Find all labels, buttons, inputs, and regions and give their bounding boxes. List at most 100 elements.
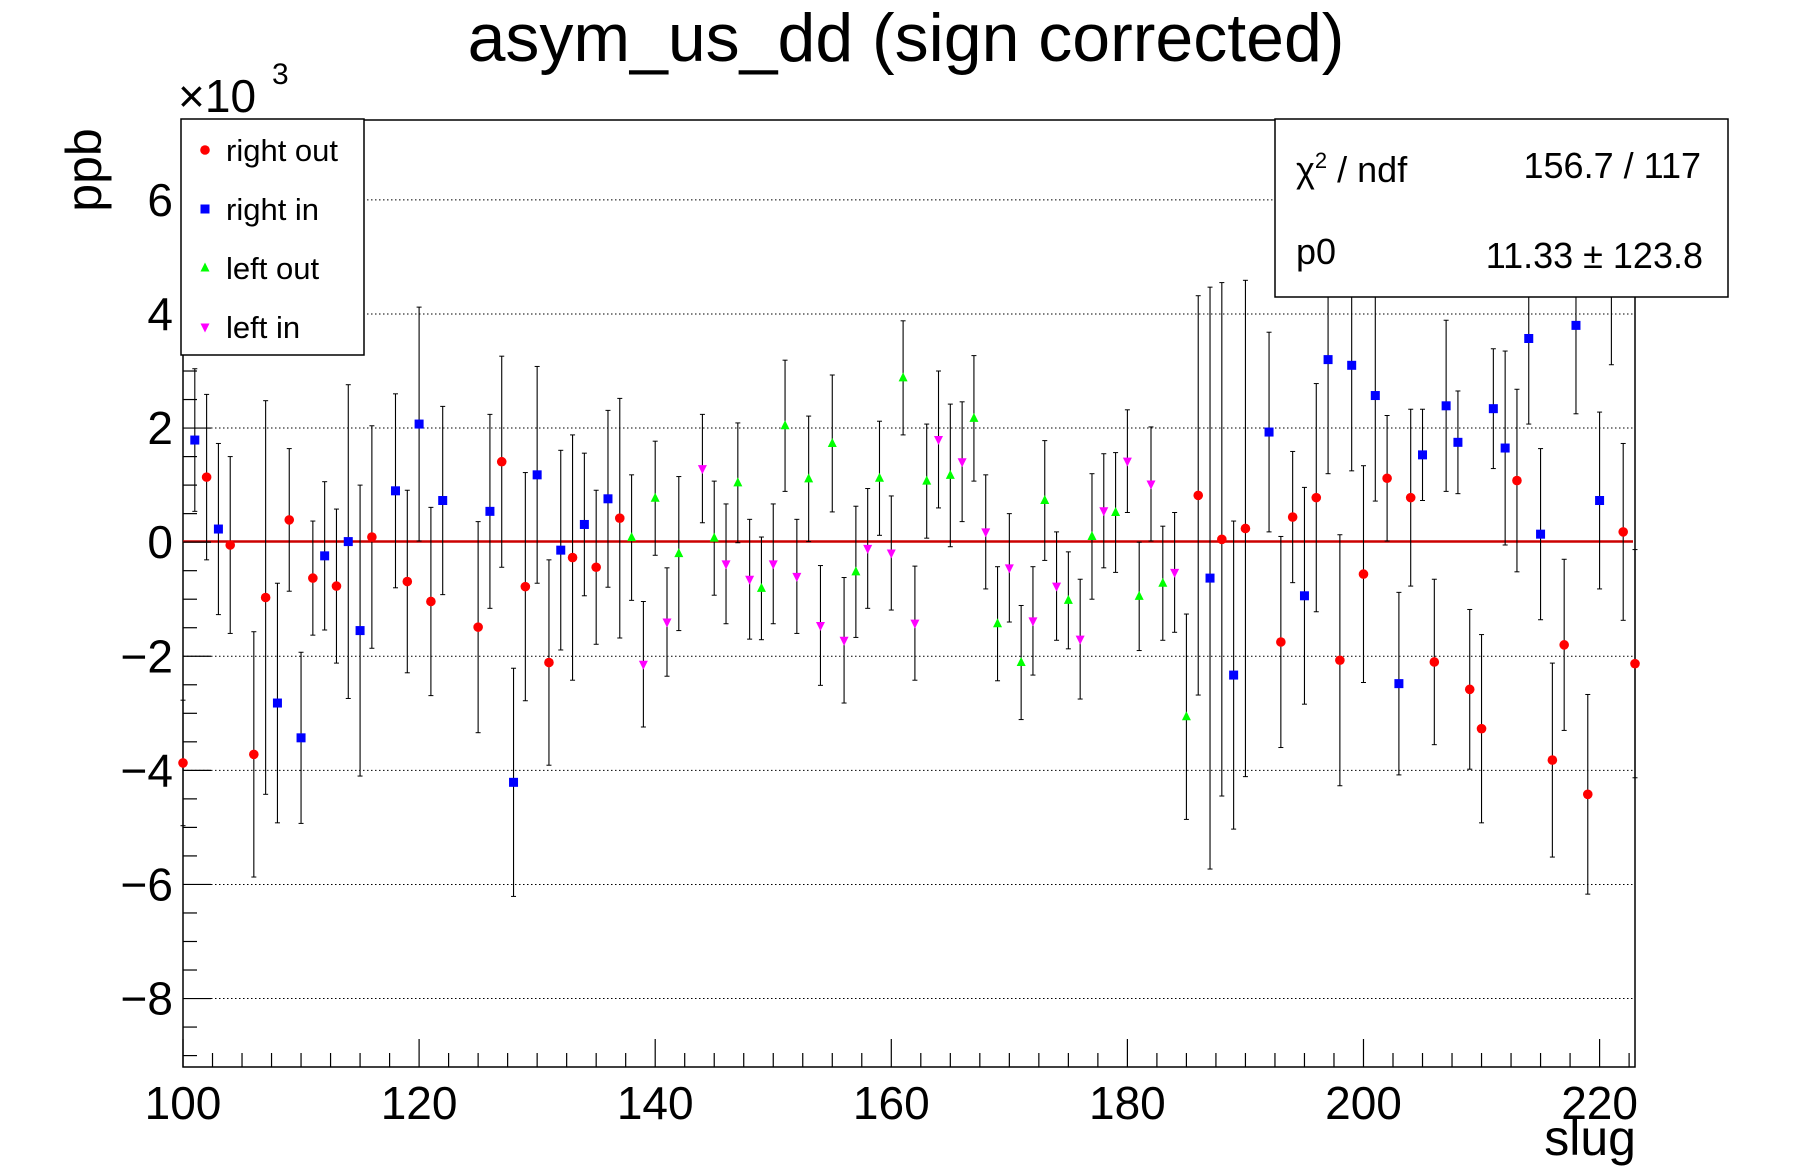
data-point-right-in xyxy=(296,733,306,743)
legend-label: right out xyxy=(226,133,338,168)
data-point-left-in xyxy=(662,618,672,628)
data-point-left-in xyxy=(957,458,967,468)
stats-p0-label: p0 xyxy=(1296,231,1336,272)
data-point-left-out xyxy=(709,532,719,542)
data-point-right-out xyxy=(591,562,601,573)
data-point-right-in xyxy=(1347,360,1357,370)
data-point-left-out xyxy=(898,372,908,382)
data-point-left-in xyxy=(697,465,707,475)
y-multiplier-exponent: 3 xyxy=(272,58,289,91)
data-point-left-out xyxy=(780,420,790,430)
data-point-left-in xyxy=(721,560,731,570)
data-point-right-in xyxy=(603,494,613,504)
data-point-right-out xyxy=(614,513,625,523)
y-tick-label: 0 xyxy=(147,516,173,568)
data-point-left-in xyxy=(815,621,825,631)
data-point-right-in xyxy=(190,435,200,445)
stats-box-frame xyxy=(1274,118,1729,298)
x-tick-label: 100 xyxy=(145,1077,222,1129)
data-point-left-out xyxy=(922,475,932,485)
data-point-right-in xyxy=(1394,679,1404,689)
data-point-left-out xyxy=(1087,530,1097,540)
data-point-left-out xyxy=(874,472,884,482)
x-tick-label: 160 xyxy=(853,1077,930,1129)
data-point-left-in xyxy=(792,572,802,582)
data-point-right-in xyxy=(1323,355,1333,365)
data-point-left-out xyxy=(1158,577,1168,587)
data-point-left-out xyxy=(1181,711,1191,721)
data-point-right-in xyxy=(509,777,519,787)
y-tick-label: 2 xyxy=(147,402,173,454)
data-point-right-in xyxy=(1488,404,1498,414)
data-point-right-in xyxy=(1370,391,1380,401)
x-tick-label: 120 xyxy=(381,1077,458,1129)
y-multiplier: ×10 3 xyxy=(178,58,289,122)
data-point-left-out xyxy=(804,473,814,483)
data-point-left-out xyxy=(650,492,660,502)
data-point-right-out xyxy=(473,622,483,632)
data-point-right-out xyxy=(260,592,271,603)
stats-p0-value: 11.33 ± 123.8 xyxy=(1486,235,1703,276)
data-point-left-in xyxy=(910,619,920,629)
data-point-right-out xyxy=(1217,534,1227,545)
data-point-left-out xyxy=(756,582,766,592)
legend-label: left in xyxy=(226,310,300,345)
y-tick-label: −6 xyxy=(121,858,173,910)
x-tick-label: 200 xyxy=(1325,1077,1402,1129)
y-tick-label: −4 xyxy=(121,744,173,796)
data-point-left-in xyxy=(1099,507,1109,517)
data-point-left-out xyxy=(1040,495,1050,505)
data-point-right-out xyxy=(308,573,318,583)
data-point-left-out xyxy=(733,477,743,487)
legend-marker xyxy=(200,262,210,272)
data-point-right-out xyxy=(178,758,188,768)
data-point-left-in xyxy=(839,636,849,646)
data-point-left-out xyxy=(993,618,1003,628)
data-point-left-out xyxy=(1063,594,1073,604)
data-point-right-in xyxy=(1500,443,1510,453)
data-point-left-in xyxy=(1052,582,1062,592)
data-point-right-out xyxy=(367,532,377,542)
data-point-right-out xyxy=(1358,569,1369,579)
x-tick-label: 220 xyxy=(1561,1077,1638,1129)
stats-chi2-exponent: 2 xyxy=(1315,148,1327,173)
data-point-left-out xyxy=(627,532,637,542)
y-tick-label: 4 xyxy=(147,288,173,340)
data-point-right-out xyxy=(1335,655,1345,666)
data-point-right-out xyxy=(1311,492,1322,503)
data-point-right-out xyxy=(1630,658,1640,669)
data-point-right-in xyxy=(1441,401,1451,411)
stats-chi2-symbol: χ xyxy=(1296,149,1315,190)
data-point-right-out xyxy=(1582,789,1593,800)
data-point-right-out xyxy=(1240,523,1251,534)
data-point-right-in xyxy=(556,545,566,555)
data-point-right-in xyxy=(355,626,365,636)
data-markers xyxy=(178,278,1640,800)
error-bars xyxy=(180,201,1638,897)
x-axis-title: slug xyxy=(1544,1110,1636,1166)
data-point-left-out xyxy=(1111,506,1121,516)
data-point-left-in xyxy=(1146,480,1156,490)
data-point-right-out xyxy=(1193,490,1204,501)
data-point-left-out xyxy=(1134,590,1144,600)
data-point-right-out xyxy=(1276,637,1286,647)
data-point-right-in xyxy=(1418,450,1428,460)
legend-label: left out xyxy=(226,251,319,286)
data-point-right-in xyxy=(1524,333,1534,343)
data-point-right-in xyxy=(1453,437,1463,447)
y-tick-label: −8 xyxy=(121,973,173,1025)
data-point-left-in xyxy=(768,560,778,570)
data-point-right-out xyxy=(201,472,212,482)
data-point-left-out xyxy=(1016,657,1026,667)
legend-marker xyxy=(200,323,210,333)
chart-title: asym_us_dd (sign corrected) xyxy=(468,0,1345,76)
data-point-left-in xyxy=(934,435,944,445)
data-point-right-out xyxy=(1382,473,1392,484)
data-point-right-in xyxy=(438,496,448,506)
y-axis-title: ppb xyxy=(56,128,112,211)
data-point-right-in xyxy=(1299,591,1309,601)
x-axis: 100 120 140 160 180 200 220 xyxy=(145,1039,1638,1129)
data-point-left-in xyxy=(1122,457,1132,467)
data-point-right-out xyxy=(1547,755,1558,765)
data-point-left-in xyxy=(981,528,991,538)
